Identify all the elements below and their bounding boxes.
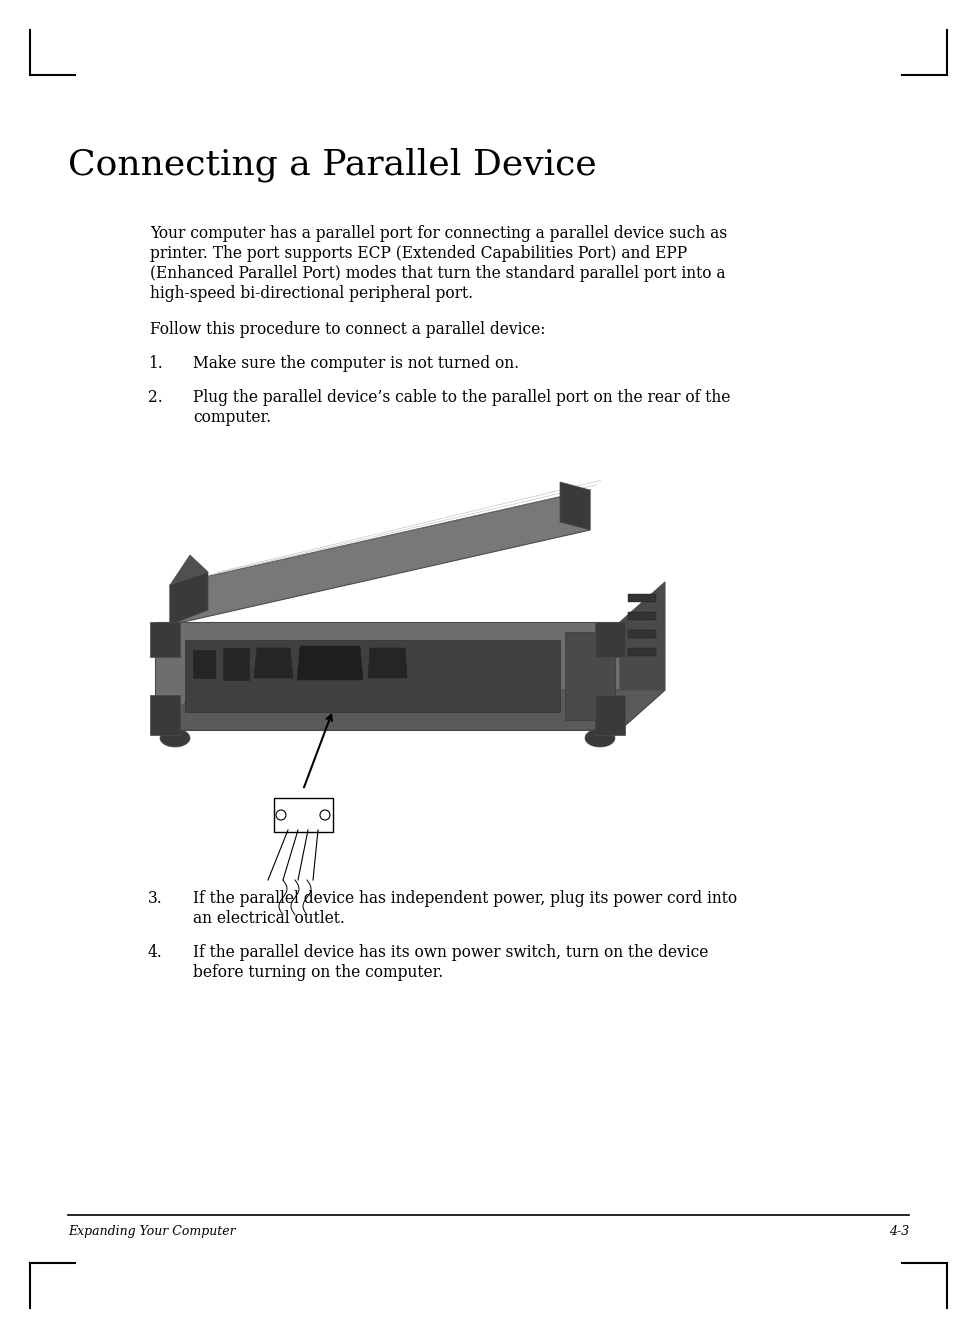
Text: If the parallel device has independent power, plug its power cord into: If the parallel device has independent p…: [193, 890, 737, 907]
Text: before turning on the computer.: before turning on the computer.: [193, 963, 444, 981]
Text: Follow this procedure to connect a parallel device:: Follow this procedure to connect a paral…: [150, 321, 545, 339]
Ellipse shape: [585, 729, 615, 747]
Ellipse shape: [160, 729, 190, 747]
FancyBboxPatch shape: [274, 797, 333, 832]
Bar: [595, 694, 625, 735]
Text: 2.: 2.: [148, 389, 163, 405]
Bar: [628, 594, 656, 602]
Bar: [223, 648, 249, 680]
Polygon shape: [170, 573, 208, 625]
Bar: [150, 622, 180, 657]
Bar: [628, 611, 656, 619]
Text: If the parallel device has its own power switch, turn on the device: If the parallel device has its own power…: [193, 945, 708, 961]
Bar: [193, 650, 215, 678]
Circle shape: [276, 809, 286, 820]
Polygon shape: [297, 646, 363, 680]
Bar: [565, 632, 615, 720]
Text: 4.: 4.: [148, 945, 163, 961]
Text: 3.: 3.: [148, 890, 163, 907]
Text: 4-3: 4-3: [889, 1226, 909, 1238]
Polygon shape: [620, 582, 665, 731]
Polygon shape: [170, 490, 590, 625]
Bar: [628, 630, 656, 638]
Bar: [150, 694, 180, 735]
Text: Connecting a Parallel Device: Connecting a Parallel Device: [68, 149, 597, 182]
Text: Make sure the computer is not turned on.: Make sure the computer is not turned on.: [193, 355, 519, 372]
Polygon shape: [560, 482, 590, 530]
Text: (Enhanced Parallel Port) modes that turn the standard parallel port into a: (Enhanced Parallel Port) modes that turn…: [150, 265, 726, 282]
Polygon shape: [170, 555, 208, 585]
Text: printer. The port supports ECP (Extended Capabilities Port) and EPP: printer. The port supports ECP (Extended…: [150, 245, 687, 262]
Text: 1.: 1.: [148, 355, 163, 372]
Text: Plug the parallel device’s cable to the parallel port on the rear of the: Plug the parallel device’s cable to the …: [193, 389, 731, 405]
Circle shape: [320, 809, 330, 820]
Bar: [155, 622, 620, 731]
Text: an electrical outlet.: an electrical outlet.: [193, 910, 345, 927]
Text: high-speed bi-directional peripheral port.: high-speed bi-directional peripheral por…: [150, 285, 473, 302]
Bar: [628, 648, 656, 656]
Bar: [595, 622, 625, 657]
Polygon shape: [254, 648, 293, 678]
Polygon shape: [155, 690, 665, 731]
Text: computer.: computer.: [193, 409, 272, 425]
Text: Expanding Your Computer: Expanding Your Computer: [68, 1226, 235, 1238]
Bar: [185, 640, 560, 712]
Polygon shape: [368, 648, 407, 678]
Text: Your computer has a parallel port for connecting a parallel device such as: Your computer has a parallel port for co…: [150, 225, 727, 242]
